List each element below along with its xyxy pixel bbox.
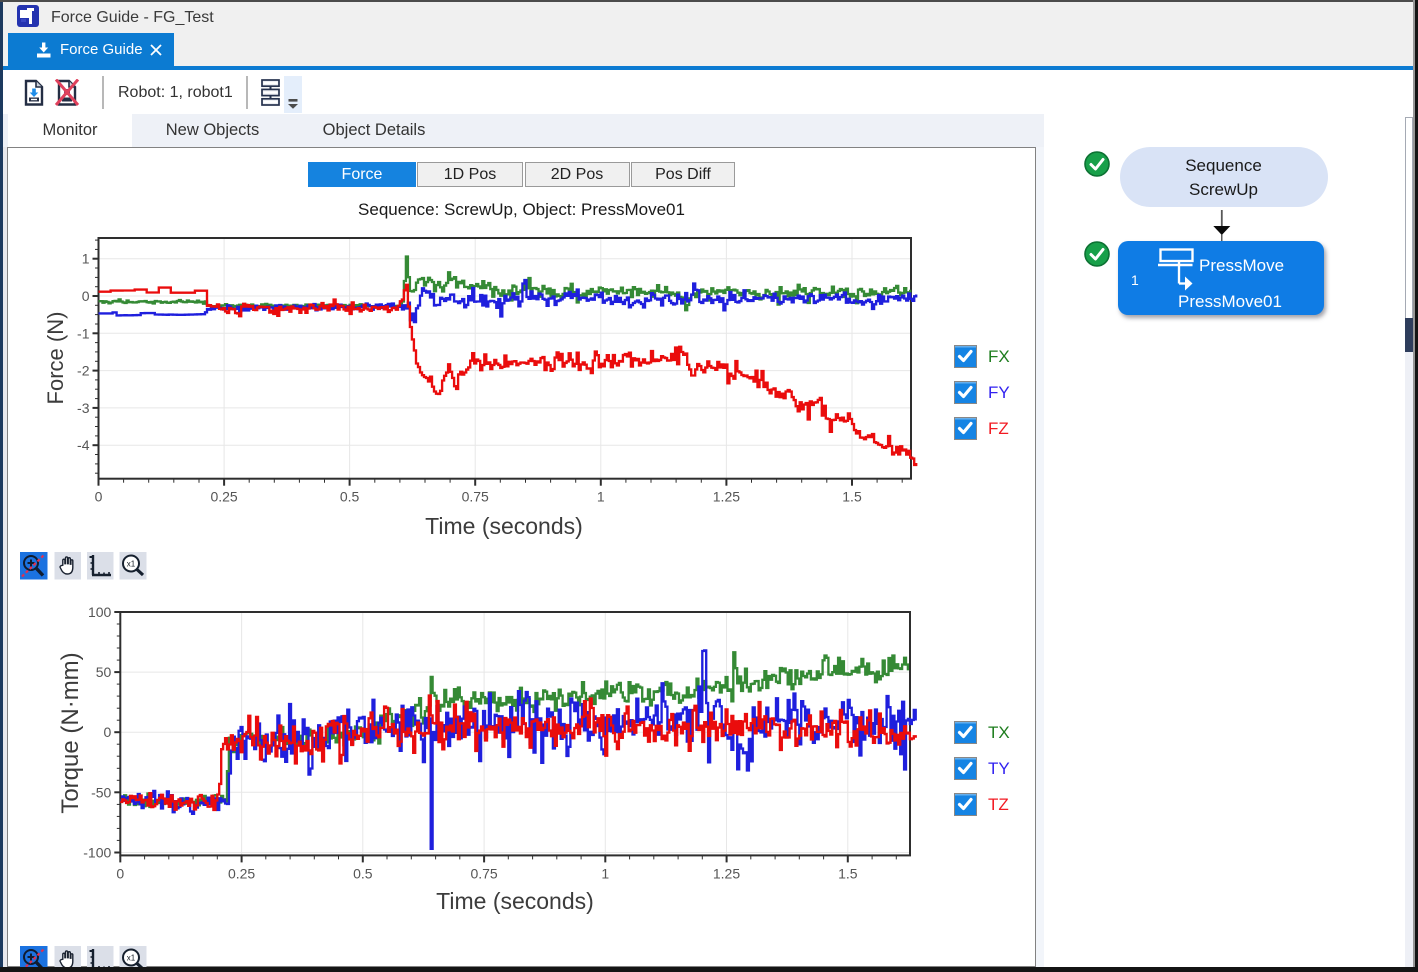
svg-text:x1: x1 — [127, 559, 136, 568]
svg-text:x1: x1 — [127, 953, 136, 962]
